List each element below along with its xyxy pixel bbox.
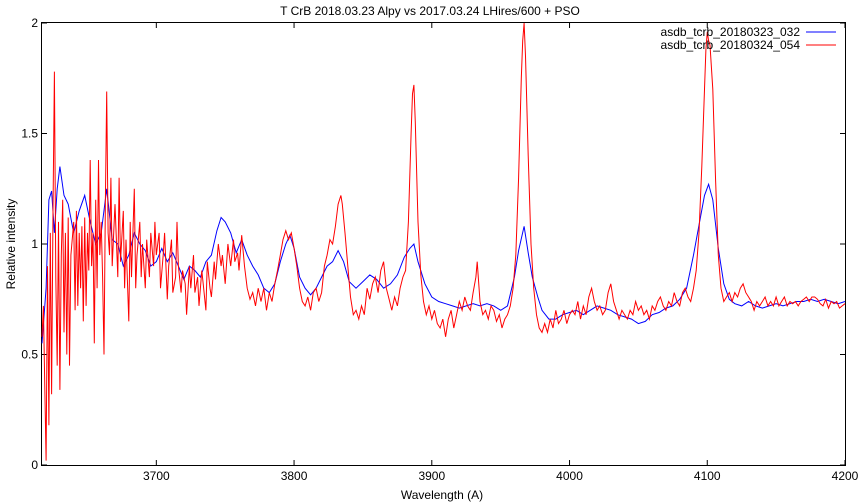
x-tick-label: 4100 — [694, 469, 721, 483]
y-tick-label: 1 — [31, 237, 38, 251]
plot-area — [41, 22, 846, 466]
y-axis-label: Relative intensity — [4, 199, 18, 290]
x-tick-label: 4000 — [556, 469, 583, 483]
legend-label-2: asdb_tcrb_20180324_054 — [661, 38, 801, 52]
x-tick-label: 3800 — [281, 469, 308, 483]
series-layer — [41, 22, 846, 461]
y-axis: 0 0.5 1 1.5 2 — [21, 16, 845, 472]
series-line-2 — [41, 22, 846, 461]
y-tick-label: 0.5 — [21, 348, 38, 362]
x-tick-label: 3700 — [143, 469, 170, 483]
legend: asdb_tcrb_20180323_032asdb_tcrb_20180324… — [661, 25, 836, 52]
x-axis: 3700 3800 3900 4000 4100 4200 — [143, 23, 858, 483]
y-tick-label: 2 — [31, 16, 38, 30]
y-tick-label: 0 — [31, 458, 38, 472]
y-tick-label: 1.5 — [21, 127, 38, 141]
x-tick-label: 4200 — [832, 469, 858, 483]
legend-label-1: asdb_tcrb_20180323_032 — [661, 25, 801, 39]
series-line-1 — [41, 166, 846, 344]
x-axis-label: Wavelength (A) — [401, 488, 483, 502]
chart-title: T CrB 2018.03.23 Alpy vs 2017.03.24 LHir… — [280, 4, 580, 18]
x-tick-label: 3900 — [418, 469, 445, 483]
